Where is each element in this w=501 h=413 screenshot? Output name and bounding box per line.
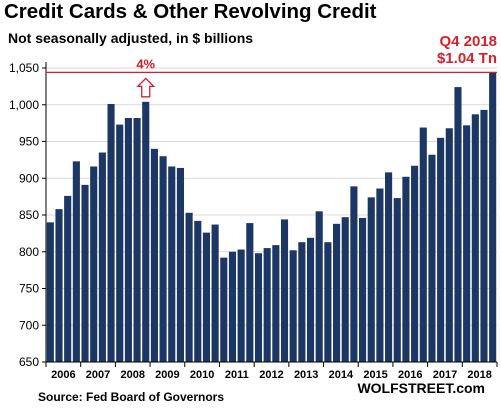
bar (341, 217, 349, 362)
bar (211, 224, 219, 362)
y-tick-label: 650 (19, 355, 39, 369)
bar (46, 222, 54, 362)
bar (350, 186, 358, 362)
y-tick-label: 1,050 (9, 61, 39, 75)
x-tick-label: 2012 (259, 369, 283, 381)
x-tick-label: 2017 (433, 369, 457, 381)
bar (428, 154, 436, 362)
chart-title: Credit Cards & Other Revolving Credit (4, 0, 377, 23)
bar (489, 72, 497, 362)
chart-subtitle: Not seasonally adjusted, in $ billions (8, 30, 254, 46)
bar (298, 242, 306, 362)
x-tick-label: 2009 (155, 369, 179, 381)
bar (272, 245, 280, 362)
bar (72, 161, 80, 362)
bar (194, 220, 202, 362)
bar (237, 249, 245, 362)
y-tick-label: 750 (19, 282, 39, 296)
bar (246, 223, 254, 362)
x-tick-label: 2006 (51, 369, 75, 381)
y-tick-label: 800 (19, 245, 39, 259)
bar (220, 257, 228, 362)
y-tick-label: 900 (19, 171, 39, 185)
bar (159, 156, 167, 362)
bar (306, 237, 315, 362)
bar (228, 251, 237, 362)
bar (445, 128, 453, 362)
bar (437, 137, 445, 362)
bar (133, 117, 141, 362)
bar (393, 198, 401, 362)
bar (359, 217, 367, 362)
bar (385, 172, 393, 362)
x-tick-label: 2011 (225, 369, 249, 381)
up-arrow-icon (136, 77, 156, 98)
bar (376, 188, 384, 362)
y-tick-label: 950 (19, 135, 39, 149)
annotation-value: $1.04 Tn (436, 50, 497, 67)
bar (142, 101, 150, 362)
brand-logo: WOLFSTREET.com (357, 380, 485, 396)
reference-percent-label: 4% (136, 56, 155, 71)
bar (81, 184, 89, 362)
bar (168, 166, 176, 362)
x-tick-label: 2015 (363, 369, 387, 381)
annotation-period: Q4 2018 (439, 33, 497, 50)
x-tick-label: 2018 (467, 369, 491, 381)
bar (402, 176, 410, 362)
bar (280, 219, 289, 362)
axes (42, 62, 498, 367)
x-tick-labels: 2006 2007 2008 2009 2010 2011 2012 2013 2014 2015… (51, 369, 492, 381)
bar (471, 114, 479, 363)
bar (315, 211, 323, 362)
x-tick-label: 2007 (86, 369, 110, 381)
bar (55, 209, 63, 362)
bar (124, 117, 132, 362)
bar (90, 166, 98, 362)
bar (176, 167, 184, 362)
bar (185, 212, 193, 362)
bar (463, 125, 471, 362)
bar (332, 223, 341, 362)
x-tick-label: 2016 (398, 369, 422, 381)
bar (263, 248, 271, 362)
bar (289, 250, 297, 362)
source-note: Source: Fed Board of Governors (38, 390, 225, 404)
y-tick-label: 1,000 (9, 98, 39, 112)
x-tick-label: 2014 (329, 369, 354, 381)
y-tick-label: 700 (19, 318, 39, 332)
bar (367, 197, 375, 362)
bar (254, 253, 263, 362)
y-tick-labels: 650 700 750 800 850 900 950 1,000 1,050 (9, 61, 39, 369)
bar (150, 148, 158, 362)
bar (324, 242, 332, 362)
x-tick-label: 2010 (190, 369, 214, 381)
bar (98, 152, 106, 362)
bar (411, 165, 419, 362)
bar (454, 87, 462, 363)
bar (202, 232, 211, 362)
bar (116, 124, 124, 362)
x-tick-label: 2013 (294, 369, 318, 381)
bar (107, 104, 115, 362)
reference-marker: 4% (46, 56, 497, 98)
bar (480, 109, 488, 363)
y-tick-label: 850 (19, 208, 39, 222)
x-tick-label: 2008 (120, 369, 144, 381)
bars (46, 72, 497, 363)
bar (419, 127, 427, 362)
bar (64, 195, 72, 362)
